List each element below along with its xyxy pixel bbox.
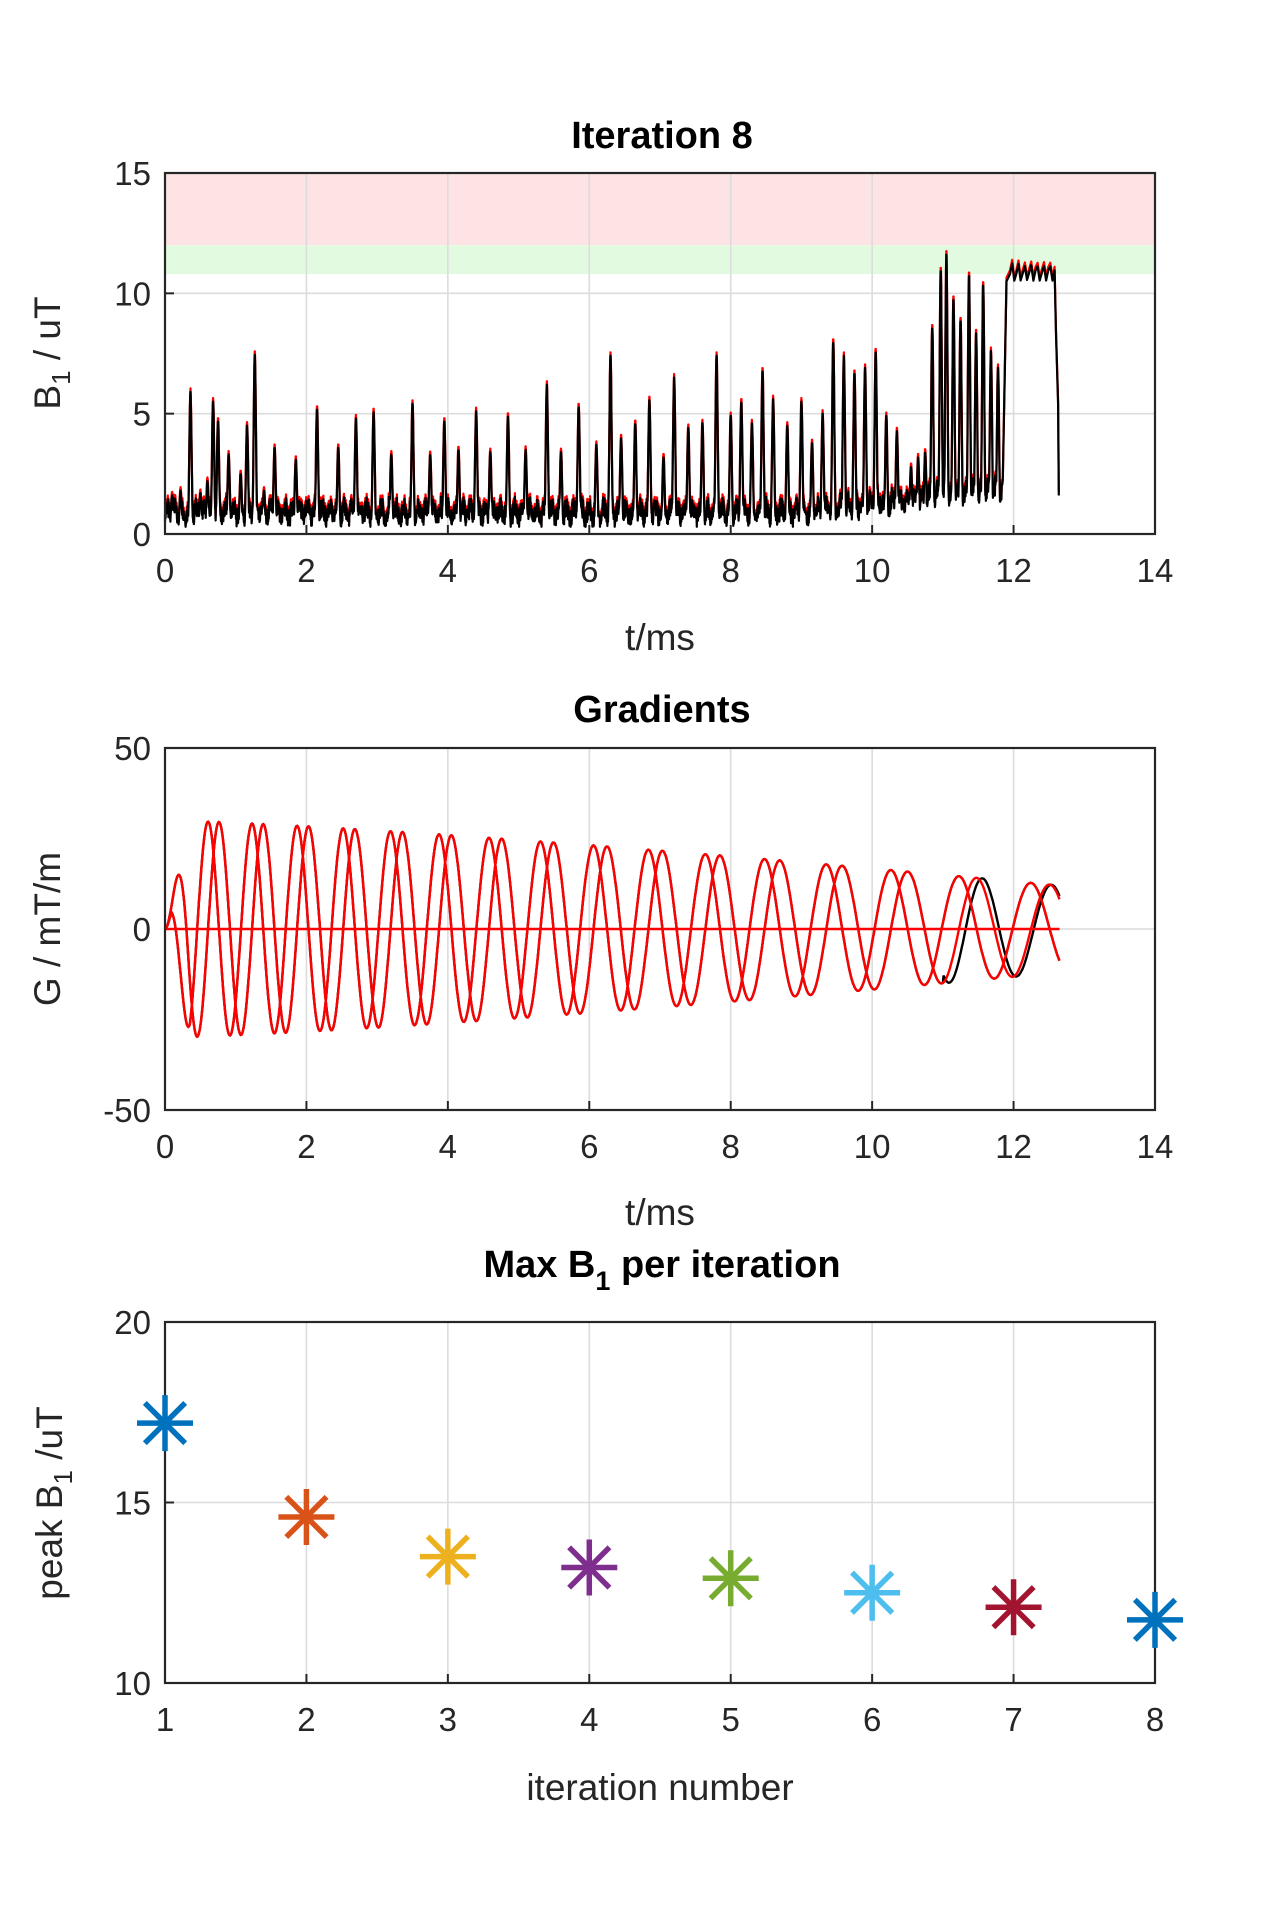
- max-b1-point: [1127, 1591, 1183, 1648]
- gradient-plot-axes-box: [163, 746, 1157, 1112]
- x-tick-label: 4: [439, 552, 457, 589]
- x-tick-label: 14: [1137, 552, 1174, 589]
- max-b1-point: [702, 1550, 759, 1607]
- y-tick-label: 15: [114, 1485, 151, 1522]
- max-b1-plot-grid: [164, 1321, 1156, 1684]
- x-tick-label: 7: [1004, 1701, 1022, 1738]
- gradient-x-tick-labels: 0 2 4 6 8 10 12 14: [156, 1128, 1174, 1165]
- max-b1-y-tick-labels: 10 15 20: [114, 1304, 151, 1702]
- max-b1-point: [844, 1564, 901, 1621]
- x-tick-label: 6: [580, 1128, 598, 1165]
- y-tick-label: 5: [133, 396, 151, 433]
- max-b1-x-axis-label: iteration number: [526, 1767, 793, 1808]
- b1-x-tick-labels: 0 2 4 6 8 10 12 14: [156, 552, 1174, 589]
- y-tick-label: 50: [114, 730, 151, 767]
- x-tick-label: 0: [156, 552, 174, 589]
- x-tick-label: 8: [722, 1128, 740, 1165]
- x-tick-label: 12: [995, 552, 1032, 589]
- b1-limit-bands: [165, 173, 1155, 275]
- x-tick-label: 2: [297, 1128, 315, 1165]
- gradient-red-trace: [164, 820, 1061, 1038]
- x-tick-label: 8: [1146, 1701, 1164, 1738]
- max-b1-markers: [137, 1395, 1183, 1648]
- max-b1-point: [985, 1579, 1042, 1636]
- x-tick-label: 14: [1137, 1128, 1174, 1165]
- b1-plot-title: Iteration 8: [571, 115, 753, 157]
- max-b1-point: [278, 1488, 335, 1545]
- x-tick-label: 1: [156, 1701, 174, 1738]
- x-tick-label: 4: [580, 1701, 598, 1738]
- x-tick-label: 4: [439, 1128, 457, 1165]
- b1-plot-axes-box: [163, 171, 1157, 536]
- y-tick-label: 10: [114, 1665, 151, 1702]
- y-tick-label: 20: [114, 1304, 151, 1341]
- b1-y-tick-labels: 0 5 10 15: [114, 155, 151, 553]
- y-tick-label: 0: [133, 911, 151, 948]
- max-b1-point: [419, 1528, 476, 1585]
- x-tick-label: 6: [863, 1701, 881, 1738]
- y-tick-label: -50: [103, 1092, 151, 1129]
- limit-band: [165, 245, 1155, 275]
- max-b1-point: [561, 1539, 618, 1596]
- x-tick-label: 6: [580, 552, 598, 589]
- gradient-y-axis-label: G / mT/m: [27, 852, 68, 1006]
- y-tick-label: 15: [114, 155, 151, 192]
- gradient-y-tick-labels: -50 0 50: [103, 730, 151, 1129]
- x-tick-label: 5: [722, 1701, 740, 1738]
- y-tick-label: 0: [133, 516, 151, 553]
- b1-black-trace: [163, 253, 1060, 528]
- limit-band: [165, 173, 1155, 246]
- x-tick-label: 8: [722, 552, 740, 589]
- b1-x-axis-label: t/ms: [625, 617, 695, 658]
- max-b1-y-axis-label: peak B1 /uT: [29, 1406, 78, 1599]
- max-b1-plot-title: Max B1 per iteration: [483, 1244, 840, 1296]
- gradient-x-axis-label: t/ms: [625, 1192, 695, 1233]
- b1-pulse-plot: Iteration 8 0 2 4 6 8 10 12 14 0 5 10 15 t/ms B1 /…: [27, 115, 1173, 658]
- x-tick-label: 2: [297, 552, 315, 589]
- x-tick-label: 10: [854, 1128, 891, 1165]
- gradient-plot-title: Gradients: [573, 689, 750, 731]
- gradient-red-trace: [164, 820, 1061, 1037]
- b1-y-axis-label: B1 / uT: [27, 296, 76, 409]
- max-b1-x-tick-labels: 1 2 3 4 5 6 7 8: [156, 1701, 1164, 1738]
- y-tick-label: 10: [114, 275, 151, 312]
- x-tick-label: 0: [156, 1128, 174, 1165]
- gradient-waveform-lines: [164, 820, 1061, 1038]
- max-b1-plot-axes-box: [163, 1320, 1157, 1685]
- x-tick-label: 12: [995, 1128, 1032, 1165]
- x-tick-label: 10: [854, 552, 891, 589]
- max-b1-point: [137, 1395, 193, 1452]
- x-tick-label: 3: [439, 1701, 457, 1738]
- x-tick-label: 2: [297, 1701, 315, 1738]
- b1-waveform-lines: [163, 250, 1060, 528]
- max-b1-plot: Max B1 per iteration 1 2 3 4 5 6 7 8 10 15 20 ite…: [29, 1244, 1183, 1808]
